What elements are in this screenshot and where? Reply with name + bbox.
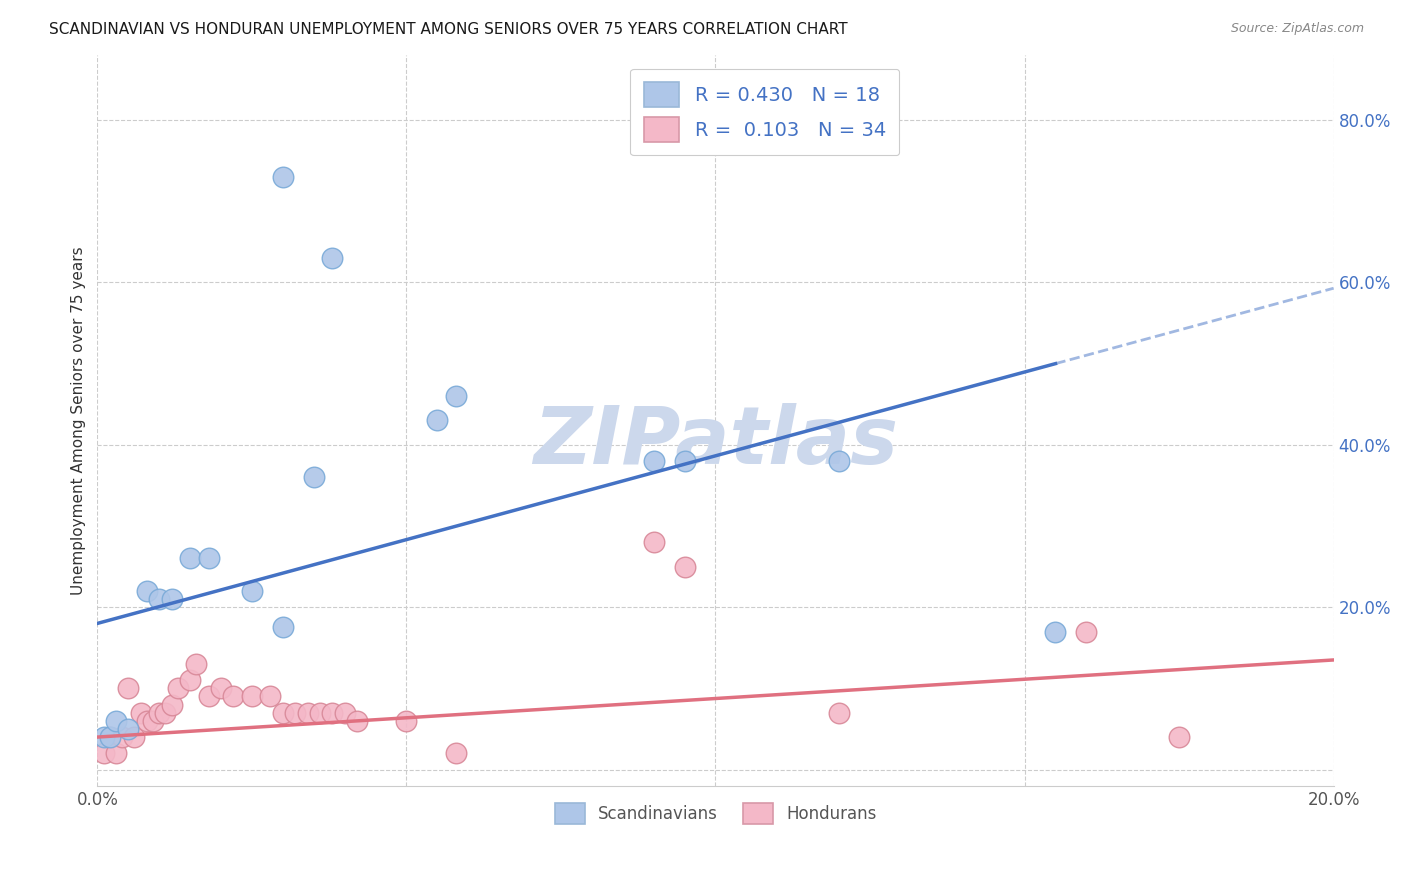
Point [240, 690, 263, 704]
Point [93, 747, 115, 761]
Point [160, 698, 183, 712]
Point [179, 673, 201, 688]
Point [297, 706, 319, 720]
Point [828, 454, 851, 468]
Point [1045, 624, 1067, 639]
Point [333, 706, 356, 720]
Point [346, 714, 368, 728]
Point [148, 592, 170, 607]
Point [179, 551, 201, 566]
Point [828, 706, 851, 720]
Point [209, 681, 232, 696]
Point [98, 730, 121, 744]
Point [117, 681, 139, 696]
Point [93, 730, 115, 744]
Point [321, 251, 343, 265]
Point [444, 389, 467, 403]
Point [155, 706, 177, 720]
Point [124, 730, 146, 744]
Point [197, 690, 219, 704]
Point [643, 535, 665, 549]
Point [240, 583, 263, 598]
Text: Source: ZipAtlas.com: Source: ZipAtlas.com [1230, 22, 1364, 36]
Point [1076, 624, 1098, 639]
Point [444, 747, 467, 761]
Point [259, 690, 281, 704]
Point [129, 706, 152, 720]
Point [160, 592, 183, 607]
Text: ZIPatlas: ZIPatlas [533, 403, 898, 482]
Point [111, 730, 134, 744]
Legend: Scandinavians, Hondurans: Scandinavians, Hondurans [543, 791, 889, 836]
Point [135, 714, 157, 728]
Point [197, 551, 219, 566]
Point [643, 454, 665, 468]
Text: SCANDINAVIAN VS HONDURAN UNEMPLOYMENT AMONG SENIORS OVER 75 YEARS CORRELATION CH: SCANDINAVIAN VS HONDURAN UNEMPLOYMENT AM… [49, 22, 848, 37]
Point [117, 722, 139, 736]
Point [148, 706, 170, 720]
Point [673, 454, 696, 468]
Point [284, 706, 307, 720]
Point [98, 730, 121, 744]
Point [309, 706, 332, 720]
Point [142, 714, 165, 728]
Point [1168, 730, 1191, 744]
Point [426, 413, 449, 427]
Point [673, 559, 696, 574]
Point [271, 169, 294, 184]
Point [395, 714, 418, 728]
Point [222, 690, 245, 704]
Point [186, 657, 208, 671]
Point [166, 681, 188, 696]
Point [302, 470, 325, 484]
Point [271, 706, 294, 720]
Point [104, 747, 127, 761]
Point [271, 620, 294, 634]
Point [135, 583, 157, 598]
Point [321, 706, 343, 720]
Y-axis label: Unemployment Among Seniors over 75 years: Unemployment Among Seniors over 75 years [72, 246, 86, 595]
Point [104, 714, 127, 728]
